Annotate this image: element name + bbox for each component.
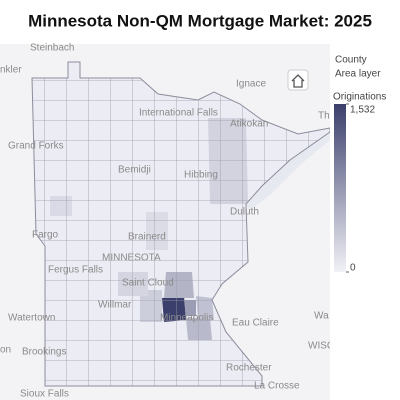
place-label: on [0, 345, 11, 356]
place-label: Grand Forks [8, 141, 64, 152]
place-label: International Falls [139, 108, 218, 119]
place-label: Fergus Falls [48, 265, 103, 276]
place-label: Fargo [32, 230, 59, 241]
title: Minnesota Non-QM Mortgage Market: 2025 [28, 11, 372, 30]
place-label: Minneapolis [160, 313, 213, 324]
place-label: Ignace [236, 79, 266, 90]
place-label: Brookings [22, 347, 66, 358]
place-label: Saint Cloud [122, 278, 174, 289]
lake-superior [246, 132, 330, 210]
place-label: Wa [314, 311, 329, 322]
place-label: Hibbing [184, 170, 218, 181]
place-label: nkler [0, 65, 22, 76]
home-icon [291, 74, 305, 88]
scale-label: 1,532 [350, 105, 375, 116]
legend-layer-type: Area layer [335, 69, 381, 80]
legend-layer: County [335, 55, 367, 66]
place-label: Steinbach [30, 43, 74, 54]
place-label: Bemidji [118, 165, 151, 176]
place-label: La Crosse [254, 381, 300, 392]
place-label: WISCO [308, 341, 342, 352]
place-label: Willmar [98, 300, 132, 311]
place-label: Sioux Falls [20, 389, 69, 400]
place-label: Atikokan [230, 119, 268, 130]
place-label: Eau Claire [232, 318, 279, 329]
place-label: Duluth [230, 207, 259, 218]
color-scale [334, 104, 346, 272]
place-label: MINNESOTA [102, 253, 161, 264]
place-label: Rochester [226, 363, 272, 374]
place-label: Watertown [8, 313, 55, 324]
home-button[interactable] [287, 69, 309, 91]
legend-measure: Originations [333, 92, 386, 103]
place-label: The [318, 111, 336, 122]
scale-label: 0 [350, 263, 356, 274]
place-label: Brainerd [128, 232, 166, 243]
